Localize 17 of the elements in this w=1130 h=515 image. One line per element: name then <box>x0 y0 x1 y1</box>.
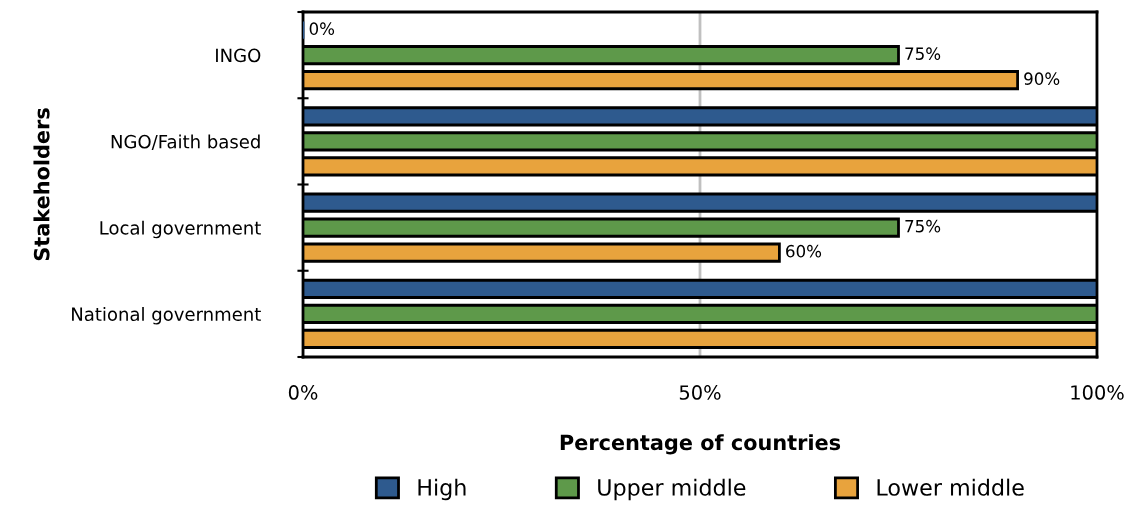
y-tick-label: National government <box>72 307 261 325</box>
y-axis-title: Stakeholders <box>33 108 50 261</box>
data-label: 60% <box>786 244 822 258</box>
data-label: 75% <box>905 47 941 60</box>
legend-label: Lower middle <box>877 478 1024 496</box>
y-tick-label: INGO <box>216 48 261 63</box>
x-tick-label: 50% <box>679 385 721 400</box>
x-tick-label: 0% <box>288 385 318 400</box>
x-tick-label: 100% <box>1071 385 1124 400</box>
data-label: 90% <box>1024 72 1060 85</box>
y-tick-label: NGO/Faith based <box>111 134 260 150</box>
data-label: 75% <box>905 219 941 233</box>
y-tick-label: Local government <box>100 220 261 239</box>
legend-label: Upper middle <box>598 478 746 501</box>
legend-label: High <box>418 478 466 501</box>
x-axis-title: Percentage of countries <box>560 434 841 455</box>
data-label: 0% <box>309 22 335 35</box>
